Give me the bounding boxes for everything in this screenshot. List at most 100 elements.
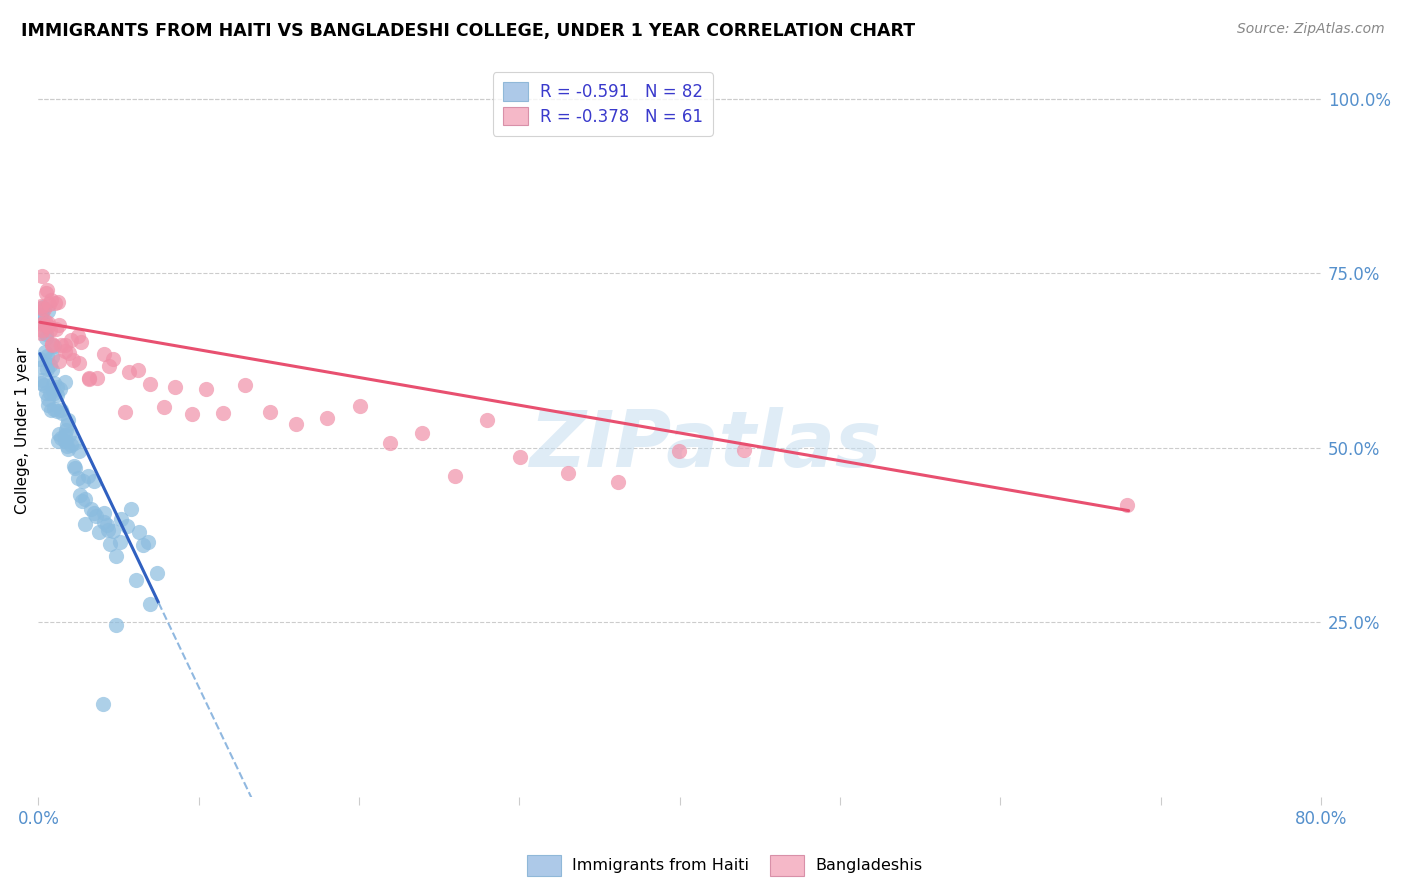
Point [139, 597, 162, 611]
Point [115, 519, 138, 533]
Point [37, 303, 59, 318]
Point [108, 535, 131, 549]
Point [48, 426, 70, 441]
Point [37, 398, 59, 412]
Point [31, 373, 53, 387]
Point [77, 371, 100, 385]
Point [48, 318, 70, 332]
Point [58, 413, 80, 427]
Point [259, 405, 281, 419]
Point [51, 402, 73, 417]
Point [195, 382, 218, 396]
Point [103, 524, 125, 539]
Point [80, 502, 103, 516]
Point [53, 338, 76, 352]
Point [120, 501, 142, 516]
Point [97, 523, 120, 537]
Point [56, 439, 79, 453]
Point [59, 438, 82, 452]
Point [63, 458, 86, 473]
Point [233, 377, 256, 392]
Point [48, 354, 70, 368]
Point [475, 413, 498, 427]
Point [606, 475, 628, 489]
Point [349, 399, 371, 413]
Point [38, 359, 60, 373]
Point [67, 471, 90, 485]
Point [38, 386, 60, 401]
Point [284, 417, 307, 431]
Point [31, 269, 53, 284]
Point [51, 407, 73, 421]
Point [49, 382, 72, 396]
Point [114, 405, 136, 419]
Point [1116, 498, 1139, 512]
Point [104, 549, 127, 563]
Y-axis label: College, Under 1 year: College, Under 1 year [15, 347, 30, 514]
Point [69, 335, 91, 350]
Point [46, 380, 69, 394]
Point [62, 353, 84, 368]
Point [32, 300, 55, 314]
Point [34, 314, 56, 328]
Point [136, 535, 159, 549]
Point [125, 573, 148, 587]
Point [31, 304, 53, 318]
Point [45, 322, 67, 336]
Point [31, 360, 53, 375]
Point [35, 285, 58, 300]
Point [56, 417, 79, 432]
Point [77, 372, 100, 386]
Point [91, 698, 114, 712]
Point [34, 345, 56, 359]
Point [34, 326, 56, 341]
Point [557, 467, 579, 481]
Point [146, 566, 169, 581]
Point [67, 329, 90, 343]
Point [48, 295, 70, 310]
Point [44, 401, 66, 416]
Point [98, 537, 121, 551]
Point [89, 525, 111, 540]
Point [30, 326, 52, 340]
Point [39, 323, 62, 337]
Point [77, 469, 100, 483]
Point [53, 427, 76, 442]
Point [132, 538, 155, 552]
Point [128, 525, 150, 540]
Point [31, 323, 53, 337]
Point [56, 442, 79, 457]
Point [75, 516, 97, 531]
Point [444, 469, 467, 483]
Point [35, 330, 58, 344]
Point [55, 423, 77, 437]
Point [163, 380, 186, 394]
Point [98, 359, 121, 373]
Point [44, 386, 66, 401]
Point [38, 297, 60, 311]
Text: Bangladeshis: Bangladeshis [815, 858, 922, 872]
Point [509, 450, 531, 464]
Legend: R = -0.591   N = 82, R = -0.378   N = 61: R = -0.591 N = 82, R = -0.378 N = 61 [494, 72, 713, 136]
Point [93, 516, 115, 530]
Text: IMMIGRANTS FROM HAITI VS BANGLADESHI COLLEGE, UNDER 1 YEAR CORRELATION CHART: IMMIGRANTS FROM HAITI VS BANGLADESHI COL… [21, 22, 915, 40]
Point [84, 509, 107, 524]
Point [53, 343, 76, 358]
Point [37, 316, 59, 330]
Point [32, 317, 55, 331]
Point [35, 362, 58, 376]
Text: Source: ZipAtlas.com: Source: ZipAtlas.com [1237, 22, 1385, 37]
Point [37, 392, 59, 407]
Point [72, 474, 94, 488]
Point [139, 377, 162, 392]
Point [118, 365, 141, 379]
Point [51, 431, 73, 445]
Point [39, 403, 62, 417]
Point [30, 376, 52, 391]
Point [86, 371, 108, 385]
Point [44, 339, 66, 353]
Point [58, 345, 80, 359]
Point [83, 506, 105, 520]
Point [37, 318, 59, 333]
Point [53, 376, 76, 390]
